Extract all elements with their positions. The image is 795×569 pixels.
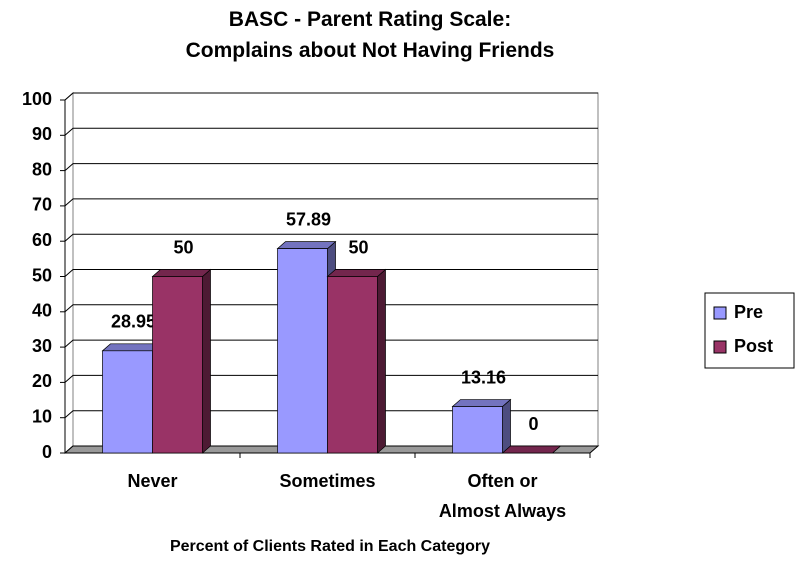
- y-tick-label: 50: [32, 265, 52, 285]
- legend-box: [704, 292, 795, 369]
- y-tick-label: 0: [42, 442, 52, 462]
- y-tick-label: 40: [32, 301, 52, 321]
- grid-line: [64, 410, 598, 419]
- grid-line: [64, 163, 598, 171]
- legend-swatch: [713, 340, 727, 354]
- bar-top: [101, 343, 162, 352]
- bar-top: [501, 445, 562, 454]
- bar-side: [202, 268, 211, 454]
- value-label: 57.89: [286, 209, 331, 229]
- y-tick-label: 100: [22, 89, 52, 109]
- grid-line: [64, 127, 598, 136]
- grid-line: [64, 374, 598, 383]
- chart-title: BASC - Parent Rating Scale: Complains ab…: [185, 8, 555, 62]
- bar-side: [502, 398, 511, 454]
- grid-line: [64, 198, 598, 207]
- value-label: 13.16: [461, 367, 506, 387]
- x-tick-label: Sometimes: [279, 471, 376, 491]
- bar-top: [451, 399, 512, 407]
- y-tick-label: 60: [32, 230, 52, 250]
- bar-top: [276, 241, 337, 249]
- bar: [277, 248, 328, 454]
- y-tick-label: 10: [32, 406, 52, 426]
- bar-top: [326, 269, 387, 277]
- grid-line: [64, 339, 598, 348]
- y-tick-label: 70: [32, 195, 52, 215]
- grid-line: [64, 304, 598, 313]
- value-label: 50: [173, 237, 193, 257]
- bar-side: [377, 268, 386, 454]
- bar: [152, 276, 203, 454]
- x-axis-title: Percent of Clients Rated in Each Categor…: [169, 538, 491, 555]
- bar: [327, 276, 378, 454]
- value-label: 50: [348, 237, 368, 257]
- y-tick-label: 30: [32, 336, 52, 356]
- value-label: 28.95: [111, 312, 156, 332]
- value-label: 0: [528, 414, 538, 434]
- bar: [452, 406, 503, 454]
- legend-label: Post: [734, 336, 773, 356]
- legend-swatch: [713, 306, 727, 320]
- y-tick-label: 80: [32, 159, 52, 179]
- legend-label: Pre: [734, 302, 763, 322]
- x-tick-label: Often or Almost Always: [438, 471, 567, 521]
- grid-line: [64, 92, 598, 101]
- y-tick-label: 90: [32, 124, 52, 144]
- grid-line: [64, 269, 598, 277]
- bar: [102, 350, 153, 454]
- x-tick-label: Never: [127, 471, 178, 491]
- bar-top: [151, 269, 212, 277]
- grid-line: [64, 233, 598, 242]
- y-tick-label: 20: [32, 371, 52, 391]
